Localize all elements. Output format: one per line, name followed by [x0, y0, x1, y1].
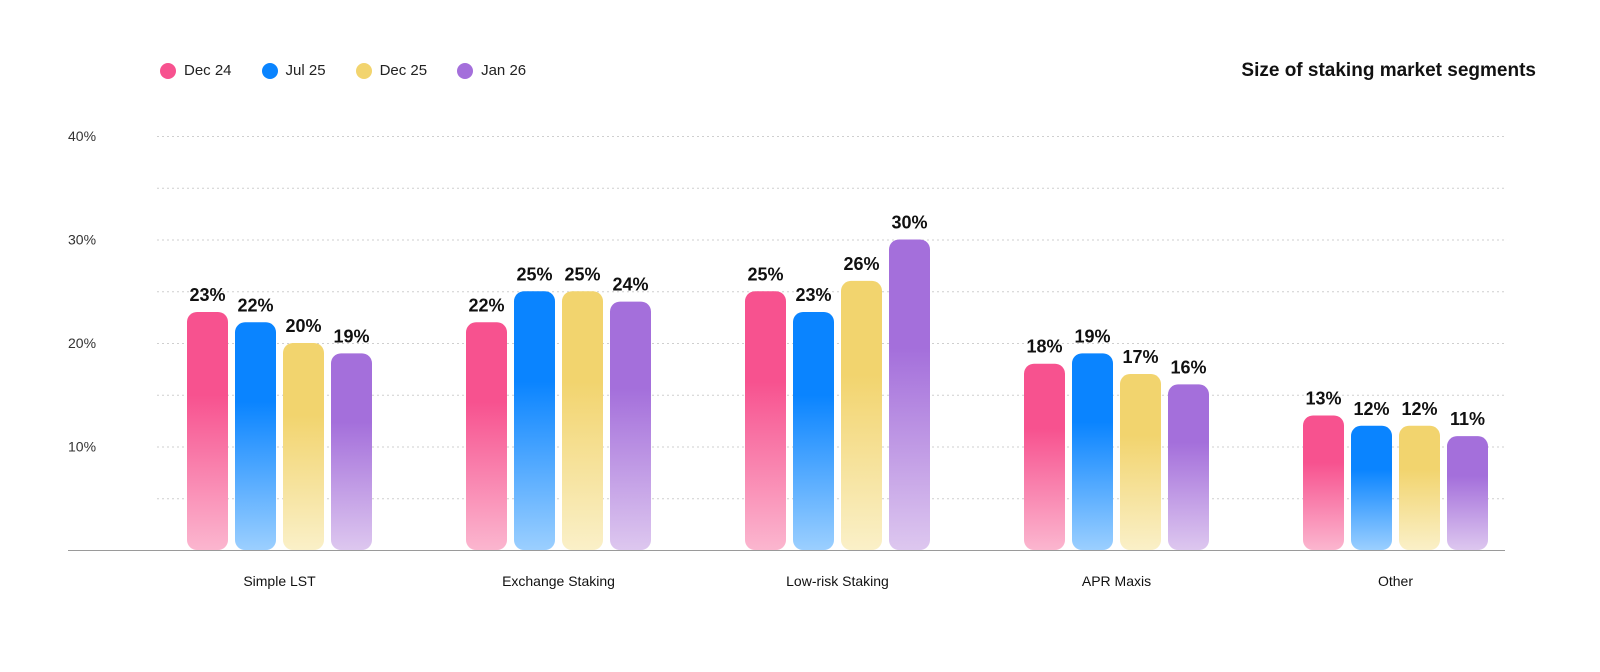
bar [283, 343, 324, 550]
data-label: 12% [1401, 399, 1437, 419]
data-label: 22% [237, 295, 273, 315]
legend-label-dec25: Dec 25 [379, 62, 428, 79]
legend-label-jul25: Jul 25 [285, 62, 326, 79]
legend-dot-dec24 [160, 62, 176, 79]
bar [1351, 425, 1392, 550]
bar [1447, 436, 1488, 550]
bar [841, 280, 882, 550]
data-label: 17% [1122, 347, 1158, 367]
legend-item-dec24: Dec 24 [160, 62, 232, 79]
y-axis-ticks: 10% 20% 30% 40% [68, 128, 96, 455]
bar [562, 291, 603, 550]
bar [1399, 425, 1440, 550]
bar [1168, 384, 1209, 550]
bar [745, 291, 786, 550]
category-label: Simple LST [243, 573, 316, 589]
data-label: 30% [891, 213, 927, 233]
category-label: Low-risk Staking [786, 573, 889, 589]
bar [466, 322, 507, 550]
y-tick-label: 20% [68, 335, 96, 351]
bar [793, 311, 834, 550]
data-label: 26% [843, 254, 879, 274]
bar [1072, 353, 1113, 550]
bar [514, 291, 555, 550]
data-label: 23% [189, 285, 225, 305]
data-label: 18% [1026, 337, 1062, 357]
legend: Dec 24 Jul 25 Dec 25 Jan 26 [160, 62, 526, 79]
bars [187, 239, 1488, 550]
bar [235, 322, 276, 550]
bar [889, 239, 930, 550]
chart-title: Size of staking market segments [1241, 60, 1536, 81]
bar [610, 301, 651, 550]
data-label: 20% [285, 316, 321, 336]
category-label: APR Maxis [1082, 573, 1151, 589]
bar [331, 353, 372, 550]
legend-item-jan26: Jan 26 [457, 62, 526, 79]
legend-dot-jul25 [261, 62, 278, 79]
data-label: 25% [747, 264, 783, 284]
y-tick-label: 30% [68, 232, 96, 248]
data-label: 25% [516, 264, 552, 284]
category-label: Other [1378, 573, 1413, 589]
legend-item-dec25: Dec 25 [355, 62, 428, 79]
data-label: 24% [612, 275, 648, 295]
y-tick-label: 10% [68, 439, 96, 455]
data-label: 11% [1450, 409, 1485, 429]
data-label: 19% [1074, 326, 1110, 346]
legend-dot-jan26 [457, 62, 474, 79]
data-label: 12% [1353, 399, 1389, 419]
category-label: Exchange Staking [502, 573, 615, 589]
legend-label-jan26: Jan 26 [481, 62, 527, 79]
data-label: 22% [468, 295, 504, 315]
y-tick-label: 40% [68, 128, 96, 144]
legend-label-dec24: Dec 24 [184, 62, 232, 79]
x-axis-categories: Simple LST Exchange Staking Low-risk Staki… [243, 573, 1413, 589]
data-label: 16% [1170, 357, 1206, 377]
data-label: 19% [333, 326, 369, 346]
bar [1303, 415, 1344, 550]
data-labels: 23% 22% 20% 19% 22% 25% 25% 24% 25% 23% 26% 30% 18% 1… [189, 213, 1485, 430]
bar [1024, 363, 1065, 550]
data-label: 23% [795, 285, 831, 305]
legend-item-jul25: Jul 25 [261, 62, 326, 79]
bar [187, 311, 228, 550]
legend-dot-dec25 [355, 62, 372, 79]
bar [1120, 374, 1161, 550]
data-label: 25% [564, 264, 600, 284]
data-label: 13% [1305, 388, 1341, 408]
